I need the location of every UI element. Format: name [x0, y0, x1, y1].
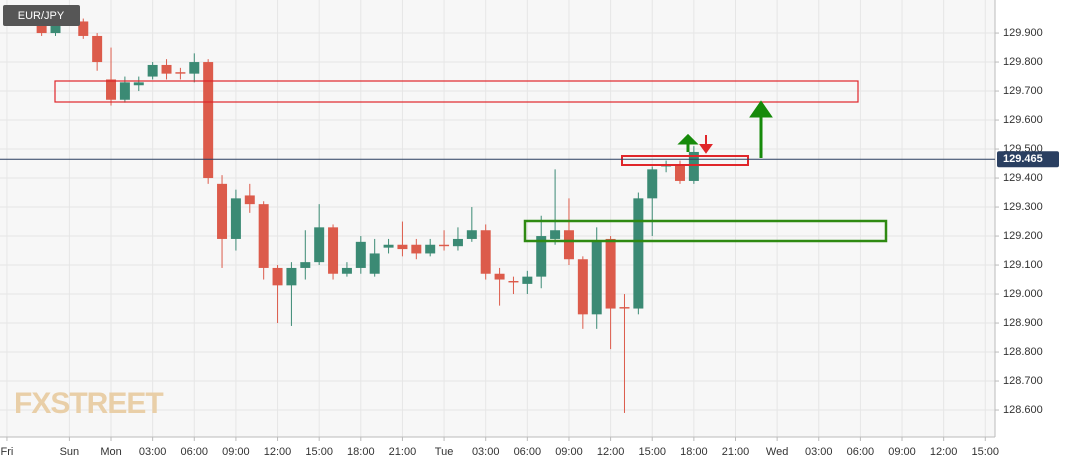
x-tick-label: 03:00 — [472, 446, 500, 458]
candle-body — [425, 244, 436, 254]
axes: 128.600 128.700 128.800 128.900 129.000 129.1… — [0, 27, 1059, 458]
candle-body — [300, 262, 311, 268]
y-tick-label: 129.600 — [1003, 114, 1043, 126]
x-tick-label: 06:00 — [514, 446, 542, 458]
candle-body — [92, 35, 103, 63]
x-tick-label: 06:00 — [847, 446, 875, 458]
resistance-zone — [54, 80, 859, 103]
resistance-zone — [621, 155, 749, 166]
candle-body — [189, 62, 200, 74]
candle-body — [674, 164, 685, 181]
last-price-label: 129.465 — [1003, 153, 1043, 165]
candle-body — [647, 169, 658, 199]
candle-body — [383, 244, 394, 248]
candle-body — [286, 267, 297, 286]
x-tick-label: 09:00 — [888, 446, 916, 458]
y-tick-label: 128.900 — [1003, 317, 1043, 329]
candle-body — [508, 280, 519, 283]
y-tick-label: 129.000 — [1003, 288, 1043, 300]
x-tick-label: 18:00 — [347, 446, 375, 458]
x-tick-label: 06:00 — [181, 446, 209, 458]
candle-body — [452, 238, 463, 247]
candle-body — [619, 307, 630, 309]
x-tick-label: 21:00 — [389, 446, 417, 458]
down-arrow — [699, 135, 713, 154]
candle-body — [106, 79, 117, 100]
candle-body — [355, 241, 366, 268]
x-tick-label: Wed — [766, 446, 788, 458]
candle-body — [688, 151, 699, 181]
chart-title: EUR/JPY — [18, 10, 65, 22]
y-tick-label: 129.400 — [1003, 172, 1043, 184]
y-tick-label: 128.600 — [1003, 404, 1043, 416]
x-tick-label: Fri — [1, 446, 14, 458]
x-tick-label: Mon — [100, 446, 121, 458]
y-tick-label: 129.100 — [1003, 259, 1043, 271]
x-tick-label: Tue — [435, 446, 454, 458]
x-tick-label: 12:00 — [597, 446, 625, 458]
candle-body — [147, 64, 158, 77]
y-tick-label: 129.200 — [1003, 230, 1043, 242]
candle-body — [272, 267, 283, 286]
candle-body — [119, 82, 130, 100]
candle-body — [411, 244, 422, 254]
candle-body — [341, 267, 352, 274]
x-tick-label: 03:00 — [805, 446, 833, 458]
candle-body — [50, 24, 61, 34]
candle-body — [217, 183, 228, 239]
grid — [0, 0, 995, 437]
up-arrow — [749, 100, 773, 158]
candle-body — [314, 227, 325, 263]
y-tick-label: 129.800 — [1003, 56, 1043, 68]
candle-body — [133, 82, 144, 86]
x-tick-label: 18:00 — [680, 446, 708, 458]
x-tick-label: 21:00 — [722, 446, 750, 458]
candle-body — [550, 230, 561, 239]
last-price-badge — [997, 151, 1059, 168]
y-axis-panel — [995, 0, 1067, 464]
candle-body — [633, 198, 644, 309]
symbol-badge — [3, 5, 80, 26]
y-tick-label: 129.900 — [1003, 27, 1043, 39]
y-tick-label: 129.700 — [1003, 85, 1043, 97]
candle-body — [439, 244, 450, 247]
candle-body — [161, 64, 172, 74]
x-tick-label: 12:00 — [264, 446, 292, 458]
candle-body — [36, 24, 47, 34]
x-tick-label: Sun — [60, 446, 80, 458]
x-tick-label: 03:00 — [139, 446, 167, 458]
x-tick-label: 12:00 — [930, 446, 958, 458]
candle-body — [536, 236, 547, 277]
candle-body — [175, 72, 186, 74]
candle-body — [577, 259, 588, 315]
candle-body — [258, 204, 269, 268]
y-tick-label: 128.800 — [1003, 346, 1043, 358]
candle-body — [397, 244, 408, 250]
up-arrow — [677, 133, 699, 152]
x-tick-label: 09:00 — [555, 446, 583, 458]
candle-body — [230, 198, 241, 239]
y-tick-label: 129.300 — [1003, 201, 1043, 213]
candle-body — [522, 276, 533, 284]
candle-body — [328, 227, 339, 274]
candle-body — [244, 195, 255, 205]
candle-body — [78, 21, 89, 36]
candle-body — [480, 230, 491, 274]
x-tick-label: 09:00 — [222, 446, 250, 458]
x-tick-label: 15:00 — [305, 446, 333, 458]
candles — [22, 6, 699, 413]
candle-body — [466, 230, 477, 239]
candle-body — [369, 253, 380, 274]
x-tick-label: 15:00 — [638, 446, 666, 458]
candle-body — [203, 62, 214, 179]
candle-body — [605, 238, 616, 309]
x-tick-label: 15:00 — [972, 446, 1000, 458]
candle-body — [494, 273, 505, 280]
y-tick-label: 128.700 — [1003, 375, 1043, 387]
support-zone — [523, 219, 888, 243]
candle-body — [591, 241, 602, 315]
watermark: FXSTREET — [14, 387, 163, 420]
candle-body — [563, 230, 574, 260]
